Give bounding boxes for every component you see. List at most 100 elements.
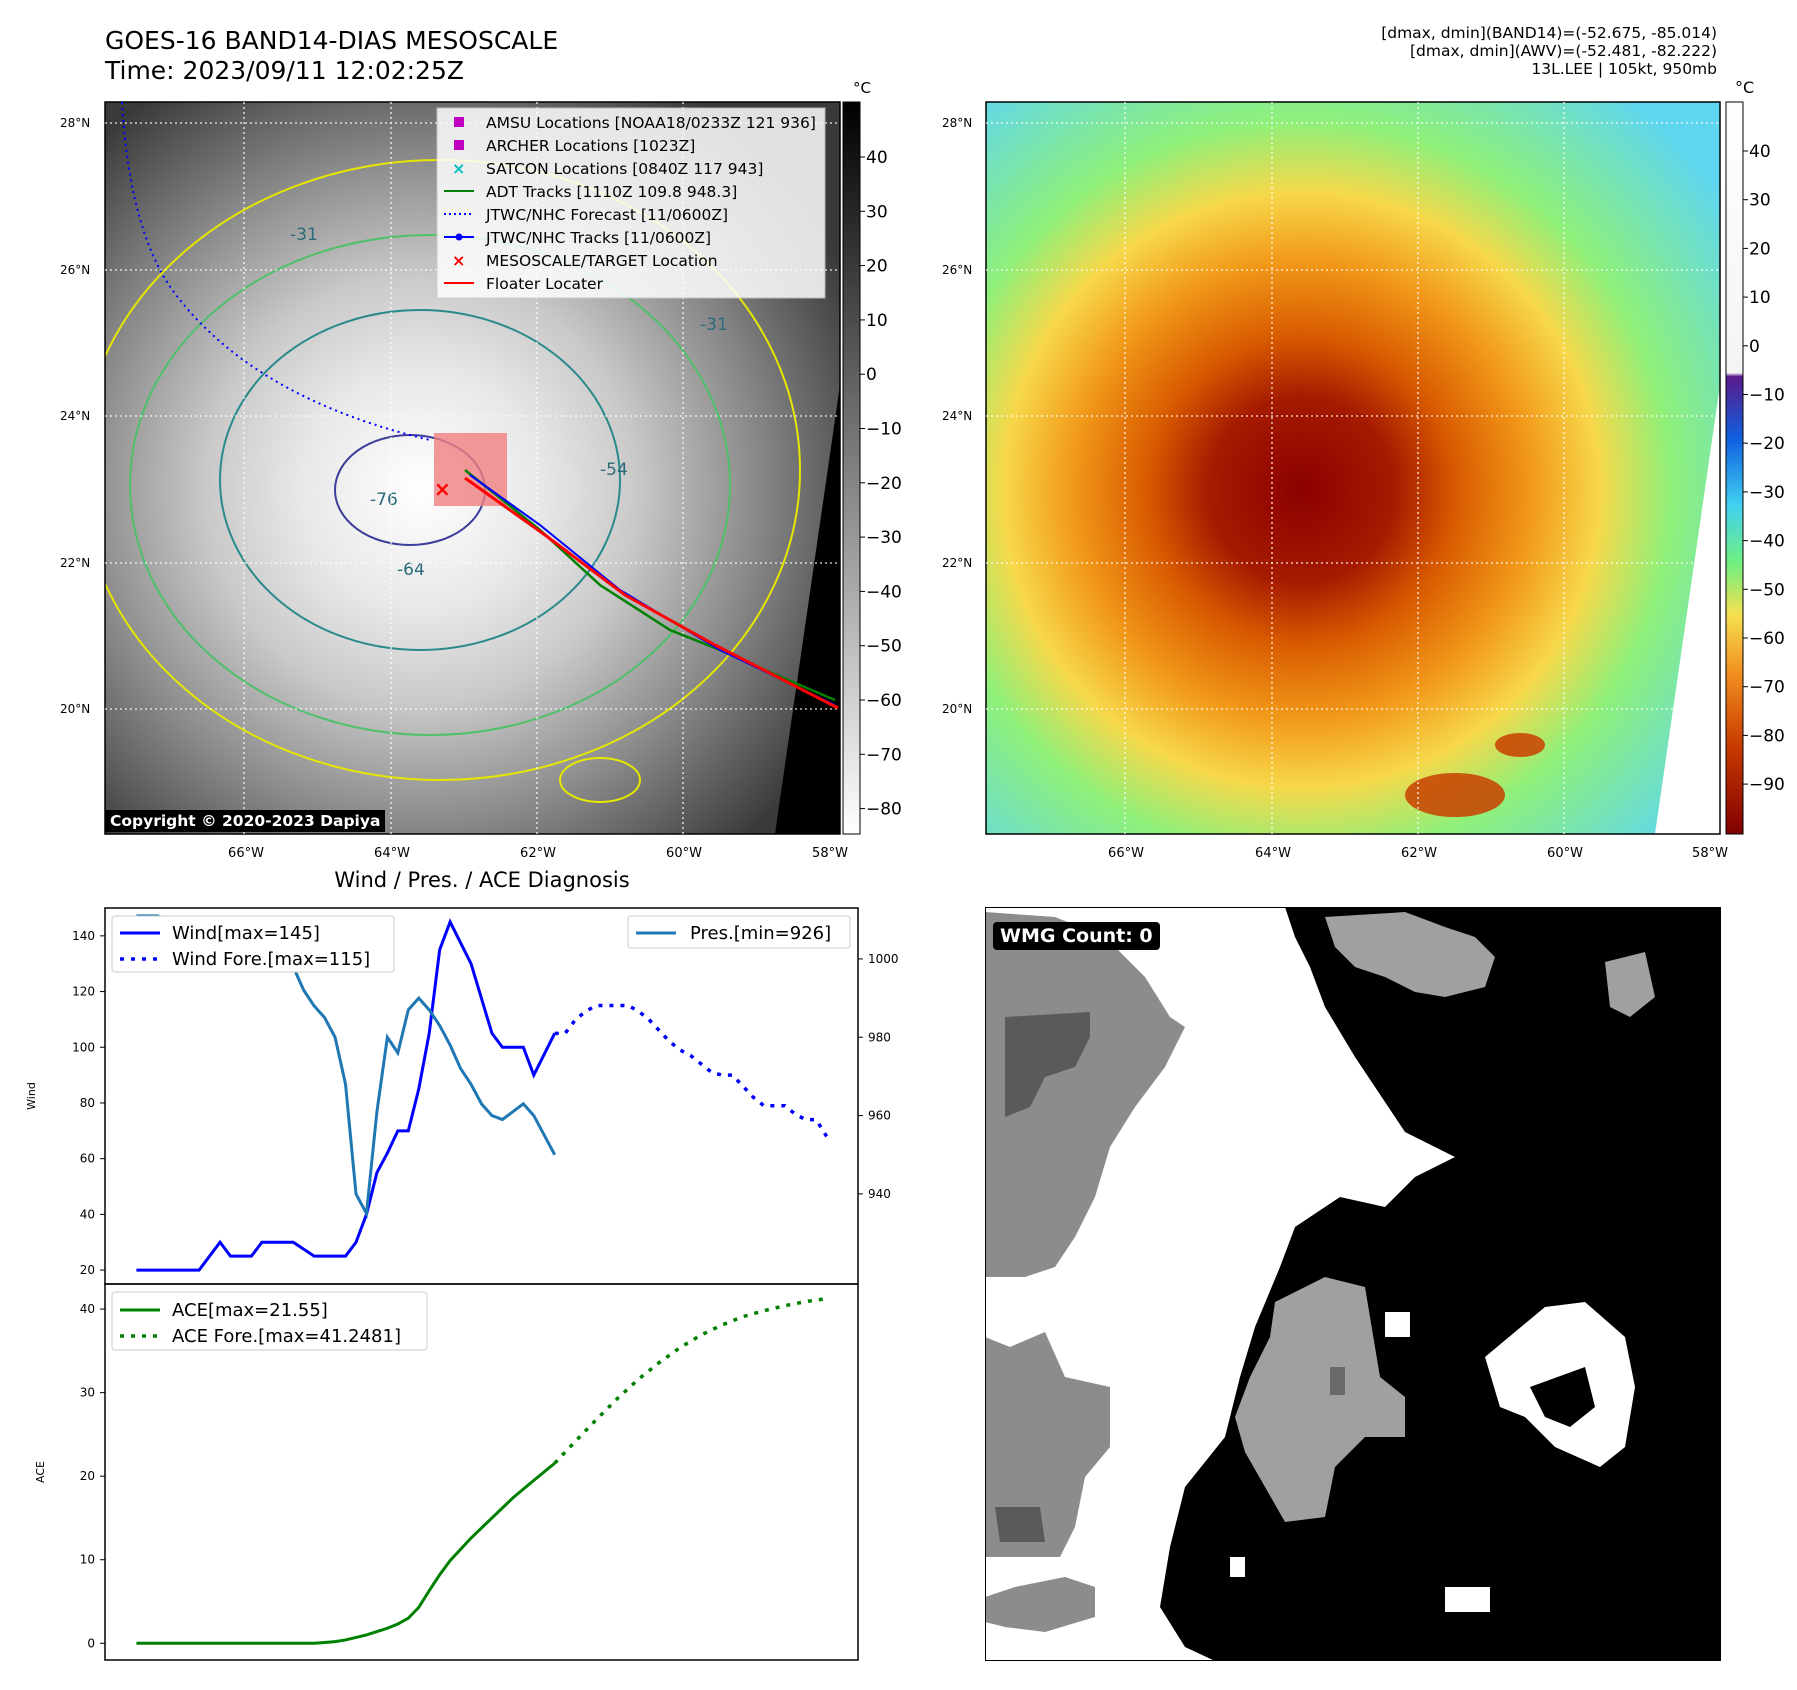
colorbar-tick-label: −30 [1749,483,1785,503]
y-tick-label: 30 [80,1386,95,1400]
y-tick-label: 60 [80,1152,95,1166]
series-line-1 [554,1003,829,1138]
colorbar-tick-label: 0 [866,365,877,385]
lon-label: 58°W [1692,846,1728,861]
colorbar-tick-label: −30 [866,528,902,548]
colorbar-tick-label: −80 [866,800,902,820]
floater-track [464,476,839,710]
colorbar-tick-label: −40 [866,582,902,602]
legend-label: MESOSCALE/TARGET Location [486,252,718,270]
lon-label: 62°W [520,846,556,861]
diagnosis-charts: Wind / Pres. / ACE Diagnosis 20406080100… [25,868,899,1661]
lon-label: 66°W [1108,846,1144,861]
y-tick-label: 100 [72,1040,95,1054]
colorbar-tick-label: −20 [1749,434,1785,454]
y-tick-label: 40 [80,1207,95,1221]
legend-label: AMSU Locations [NOAA18/0233Z 121 936] [486,114,816,132]
lon-label: 58°W [812,846,848,861]
lon-label: 64°W [1255,846,1291,861]
y-tick-label: 40 [80,1302,95,1316]
forecast-track [121,101,431,441]
colorbar-tick-label: −20 [866,474,902,494]
chart-legend-ace: ACE[max=21.55] ACE Fore.[max=41.2481] [111,1291,428,1351]
wmg-panel [985,907,1721,1661]
contour-label: -54 [600,460,628,480]
lat-label: 20°N [942,702,972,716]
legend-label: Pres.[min=926] [690,923,831,944]
y-tick-label: 80 [80,1096,95,1110]
target-marker: × [434,477,451,501]
satellite-map-panel: -76 -64 -54 -31 -31 × × × AMSU Locations … [60,78,1785,861]
colorbar-tick-label: −70 [866,745,902,765]
lon-label: 66°W [228,846,264,861]
right-title-line2: [dmax, dmin](AWV)=(-52.481, -82.222) [1410,42,1717,60]
chart-title: Wind / Pres. / ACE Diagnosis [334,868,629,892]
y-axis-label: ACE [34,1461,47,1483]
colorbar-tick-label: −50 [1749,580,1785,600]
colorbar-tick-label: 40 [1749,142,1771,162]
colorbar-gray [842,101,861,835]
sat-title-line1: GOES-16 BAND14-DIAS MESOSCALE [105,26,559,55]
contour-label: -64 [397,560,425,580]
ir-color-image [986,102,1720,834]
lat-label: 26°N [942,263,972,277]
wmg-count-badge: WMG Count: 0 [993,922,1160,950]
right-title: [dmax, dmin](BAND14)=(-52.675, -85.014) … [1381,24,1717,78]
chart-legend-left: Wind[max=145] Wind Fore.[max=115] [111,915,395,973]
colorbar-tick-label: −90 [1749,775,1785,795]
colorbar-tick-label: 10 [1749,288,1771,308]
series-line-0 [136,918,557,1272]
y-tick-label: 140 [72,929,95,943]
lat-label: 22°N [942,556,972,570]
legend-label: Floater Locater [486,275,604,293]
contour-label: -31 [290,225,318,245]
lon-label: 62°W [1401,846,1437,861]
y2-tick-label: 1000 [868,952,899,966]
y-tick-label: 10 [80,1553,95,1567]
colorbar-color-unit: °C [1735,78,1754,97]
y2-tick-label: 940 [868,1187,891,1201]
colorbar-tick-label: −10 [866,420,902,440]
colorbar-tick-label: 10 [866,311,888,331]
colorbar-tick-label: 0 [1749,337,1760,357]
contour-label: -76 [370,490,398,510]
right-title-line1: [dmax, dmin](BAND14)=(-52.675, -85.014) [1381,24,1717,42]
legend-box [627,915,851,949]
colorbar-tick-label: −60 [866,691,902,711]
y-tick-label: 20 [80,1469,95,1483]
right-title-line3: 13L.LEE | 105kt, 950mb [1531,60,1717,78]
y2-tick-label: 980 [868,1030,891,1044]
colorbar-tick-label: 20 [866,257,888,277]
legend-label: ACE[max=21.55] [172,1300,328,1321]
y-axis-label: Wind [25,1082,38,1110]
legend-label: Wind Fore.[max=115] [172,949,370,970]
legend-x-marker: × [452,251,465,270]
legend-label: ACE Fore.[max=41.2481] [172,1326,401,1347]
lat-label: 20°N [60,702,90,716]
chart-legend-right: Pres.[min=926] [627,915,851,949]
legend-x-marker: × [452,159,465,178]
ace-series-line-0 [136,1462,556,1645]
colorbar-tick-label: 30 [866,202,888,222]
y2-tick-label: 960 [868,1109,891,1123]
lat-label: 28°N [942,116,972,130]
colorbar-tick-label: −70 [1749,678,1785,698]
legend-box [111,915,395,973]
legend-label: JTWC/NHC Tracks [11/0600Z] [485,229,711,247]
legend-label: ARCHER Locations [1023Z] [486,137,695,155]
lon-label: 60°W [1547,846,1583,861]
sat-title-line2: Time: 2023/09/11 12:02:25Z [105,56,464,85]
lat-label: 24°N [60,409,90,423]
map-legend [436,107,826,299]
colorbar-color [1725,101,1744,835]
colorbar-tick-label: −80 [1749,726,1785,746]
legend-label: JTWC/NHC Forecast [11/0600Z] [485,206,728,224]
colorbar-tick-label: −10 [1749,386,1785,406]
legend-label: Wind[max=145] [172,923,320,944]
legend-dot-marker [455,233,463,241]
sat-title: GOES-16 BAND14-DIAS MESOSCALE Time: 2023… [105,26,558,86]
colorbar-tick-label: 20 [1749,239,1771,259]
y-tick-label: 0 [87,1636,95,1650]
colorbar-gray-unit: °C [853,79,871,97]
lon-label: 60°W [666,846,702,861]
